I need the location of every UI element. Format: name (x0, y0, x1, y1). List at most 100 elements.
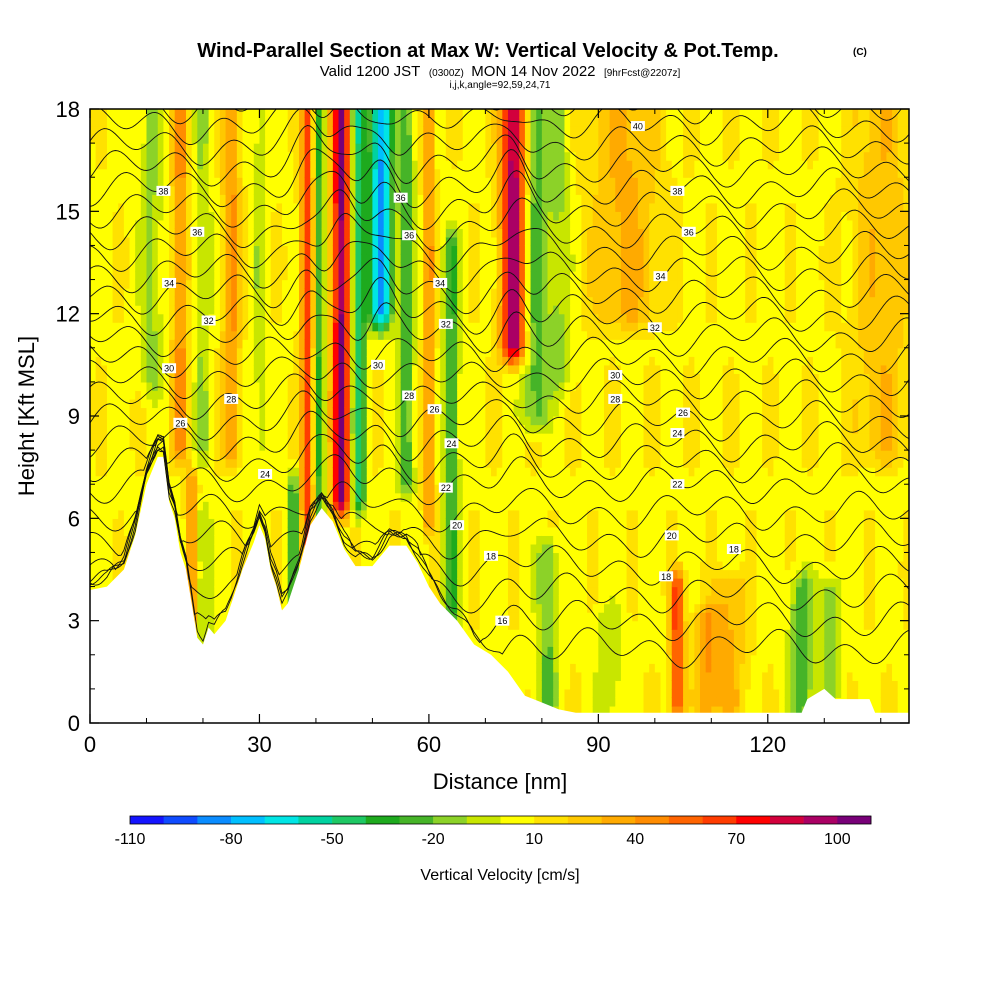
velocity-cell (457, 399, 463, 408)
velocity-cell (355, 254, 361, 263)
velocity-cell (418, 177, 424, 186)
velocity-cell (90, 254, 96, 263)
velocity-cell (107, 348, 113, 357)
velocity-cell (197, 425, 203, 434)
velocity-cell (395, 135, 401, 144)
velocity-cell (299, 280, 305, 289)
velocity-cell (118, 459, 124, 468)
velocity-cell (293, 186, 299, 195)
velocity-cell (355, 271, 361, 280)
velocity-cell (440, 237, 446, 246)
velocity-cell (243, 365, 249, 374)
velocity-cell (271, 228, 277, 237)
velocity-cell (214, 280, 220, 289)
velocity-cell (350, 390, 356, 399)
velocity-cell (367, 493, 373, 502)
velocity-cell (248, 118, 254, 127)
velocity-cell (107, 169, 113, 178)
velocity-cell (96, 263, 102, 272)
velocity-cell (401, 169, 407, 178)
velocity-cell (299, 143, 305, 152)
velocity-cell (406, 510, 412, 519)
velocity-cell (440, 220, 446, 229)
velocity-cell (468, 228, 474, 237)
velocity-cell (344, 493, 350, 502)
velocity-cell (107, 390, 113, 399)
velocity-cell (214, 373, 220, 382)
velocity-cell (248, 220, 254, 229)
velocity-cell (169, 237, 175, 246)
velocity-cell (463, 493, 469, 502)
velocity-cell (333, 220, 339, 229)
velocity-cell (429, 160, 435, 169)
velocity-cell (135, 135, 141, 144)
velocity-cell (226, 425, 232, 434)
velocity-cell (474, 228, 480, 237)
velocity-cell (429, 544, 435, 553)
velocity-cell (327, 484, 333, 493)
velocity-cell (389, 501, 395, 510)
velocity-cell (169, 390, 175, 399)
velocity-cell (209, 339, 215, 348)
velocity-cell (339, 331, 345, 340)
velocity-cell (429, 169, 435, 178)
velocity-cell (378, 450, 384, 459)
velocity-cell (288, 544, 294, 553)
velocity-cell (220, 135, 226, 144)
velocity-cell (339, 425, 345, 434)
velocity-cell (367, 135, 373, 144)
velocity-cell (395, 390, 401, 399)
velocity-cell (367, 348, 373, 357)
velocity-cell (203, 535, 209, 544)
velocity-cell (310, 365, 316, 374)
velocity-cell (163, 331, 169, 340)
velocity-cell (395, 433, 401, 442)
velocity-cell (152, 169, 158, 178)
velocity-cell (429, 194, 435, 203)
velocity-cell (378, 493, 384, 502)
velocity-cell (344, 433, 350, 442)
velocity-cell (435, 382, 441, 391)
velocity-cell (271, 510, 277, 519)
velocity-cell (163, 322, 169, 331)
velocity-cell (418, 297, 424, 306)
velocity-cell (197, 407, 203, 416)
velocity-cell (180, 322, 186, 331)
velocity-cell (231, 459, 237, 468)
velocity-cell (124, 425, 130, 434)
velocity-cell (180, 220, 186, 229)
velocity-cell (327, 237, 333, 246)
velocity-cell (96, 331, 102, 340)
velocity-cell (339, 399, 345, 408)
velocity-cell (158, 118, 164, 127)
velocity-cell (463, 177, 469, 186)
velocity-cell (243, 425, 249, 434)
velocity-cell (130, 501, 136, 510)
velocity-cell (107, 331, 113, 340)
velocity-cell (90, 433, 96, 442)
velocity-cell (203, 126, 209, 135)
velocity-cell (282, 382, 288, 391)
velocity-cell (435, 433, 441, 442)
velocity-cell (288, 399, 294, 408)
velocity-cell (474, 118, 480, 127)
velocity-cell (152, 177, 158, 186)
velocity-cell (463, 382, 469, 391)
velocity-cell (243, 373, 249, 382)
velocity-cell (146, 373, 152, 382)
velocity-cell (316, 442, 322, 451)
velocity-cell (305, 135, 311, 144)
velocity-cell (243, 348, 249, 357)
velocity-cell (214, 263, 220, 272)
velocity-cell (158, 399, 164, 408)
velocity-cell (141, 399, 147, 408)
velocity-cell (276, 177, 282, 186)
velocity-cell (113, 544, 119, 553)
velocity-cell (265, 194, 271, 203)
velocity-cell (107, 484, 113, 493)
velocity-cell (367, 263, 373, 272)
velocity-cell (271, 527, 277, 536)
velocity-cell (237, 339, 243, 348)
velocity-cell (226, 535, 232, 544)
velocity-cell (451, 407, 457, 416)
